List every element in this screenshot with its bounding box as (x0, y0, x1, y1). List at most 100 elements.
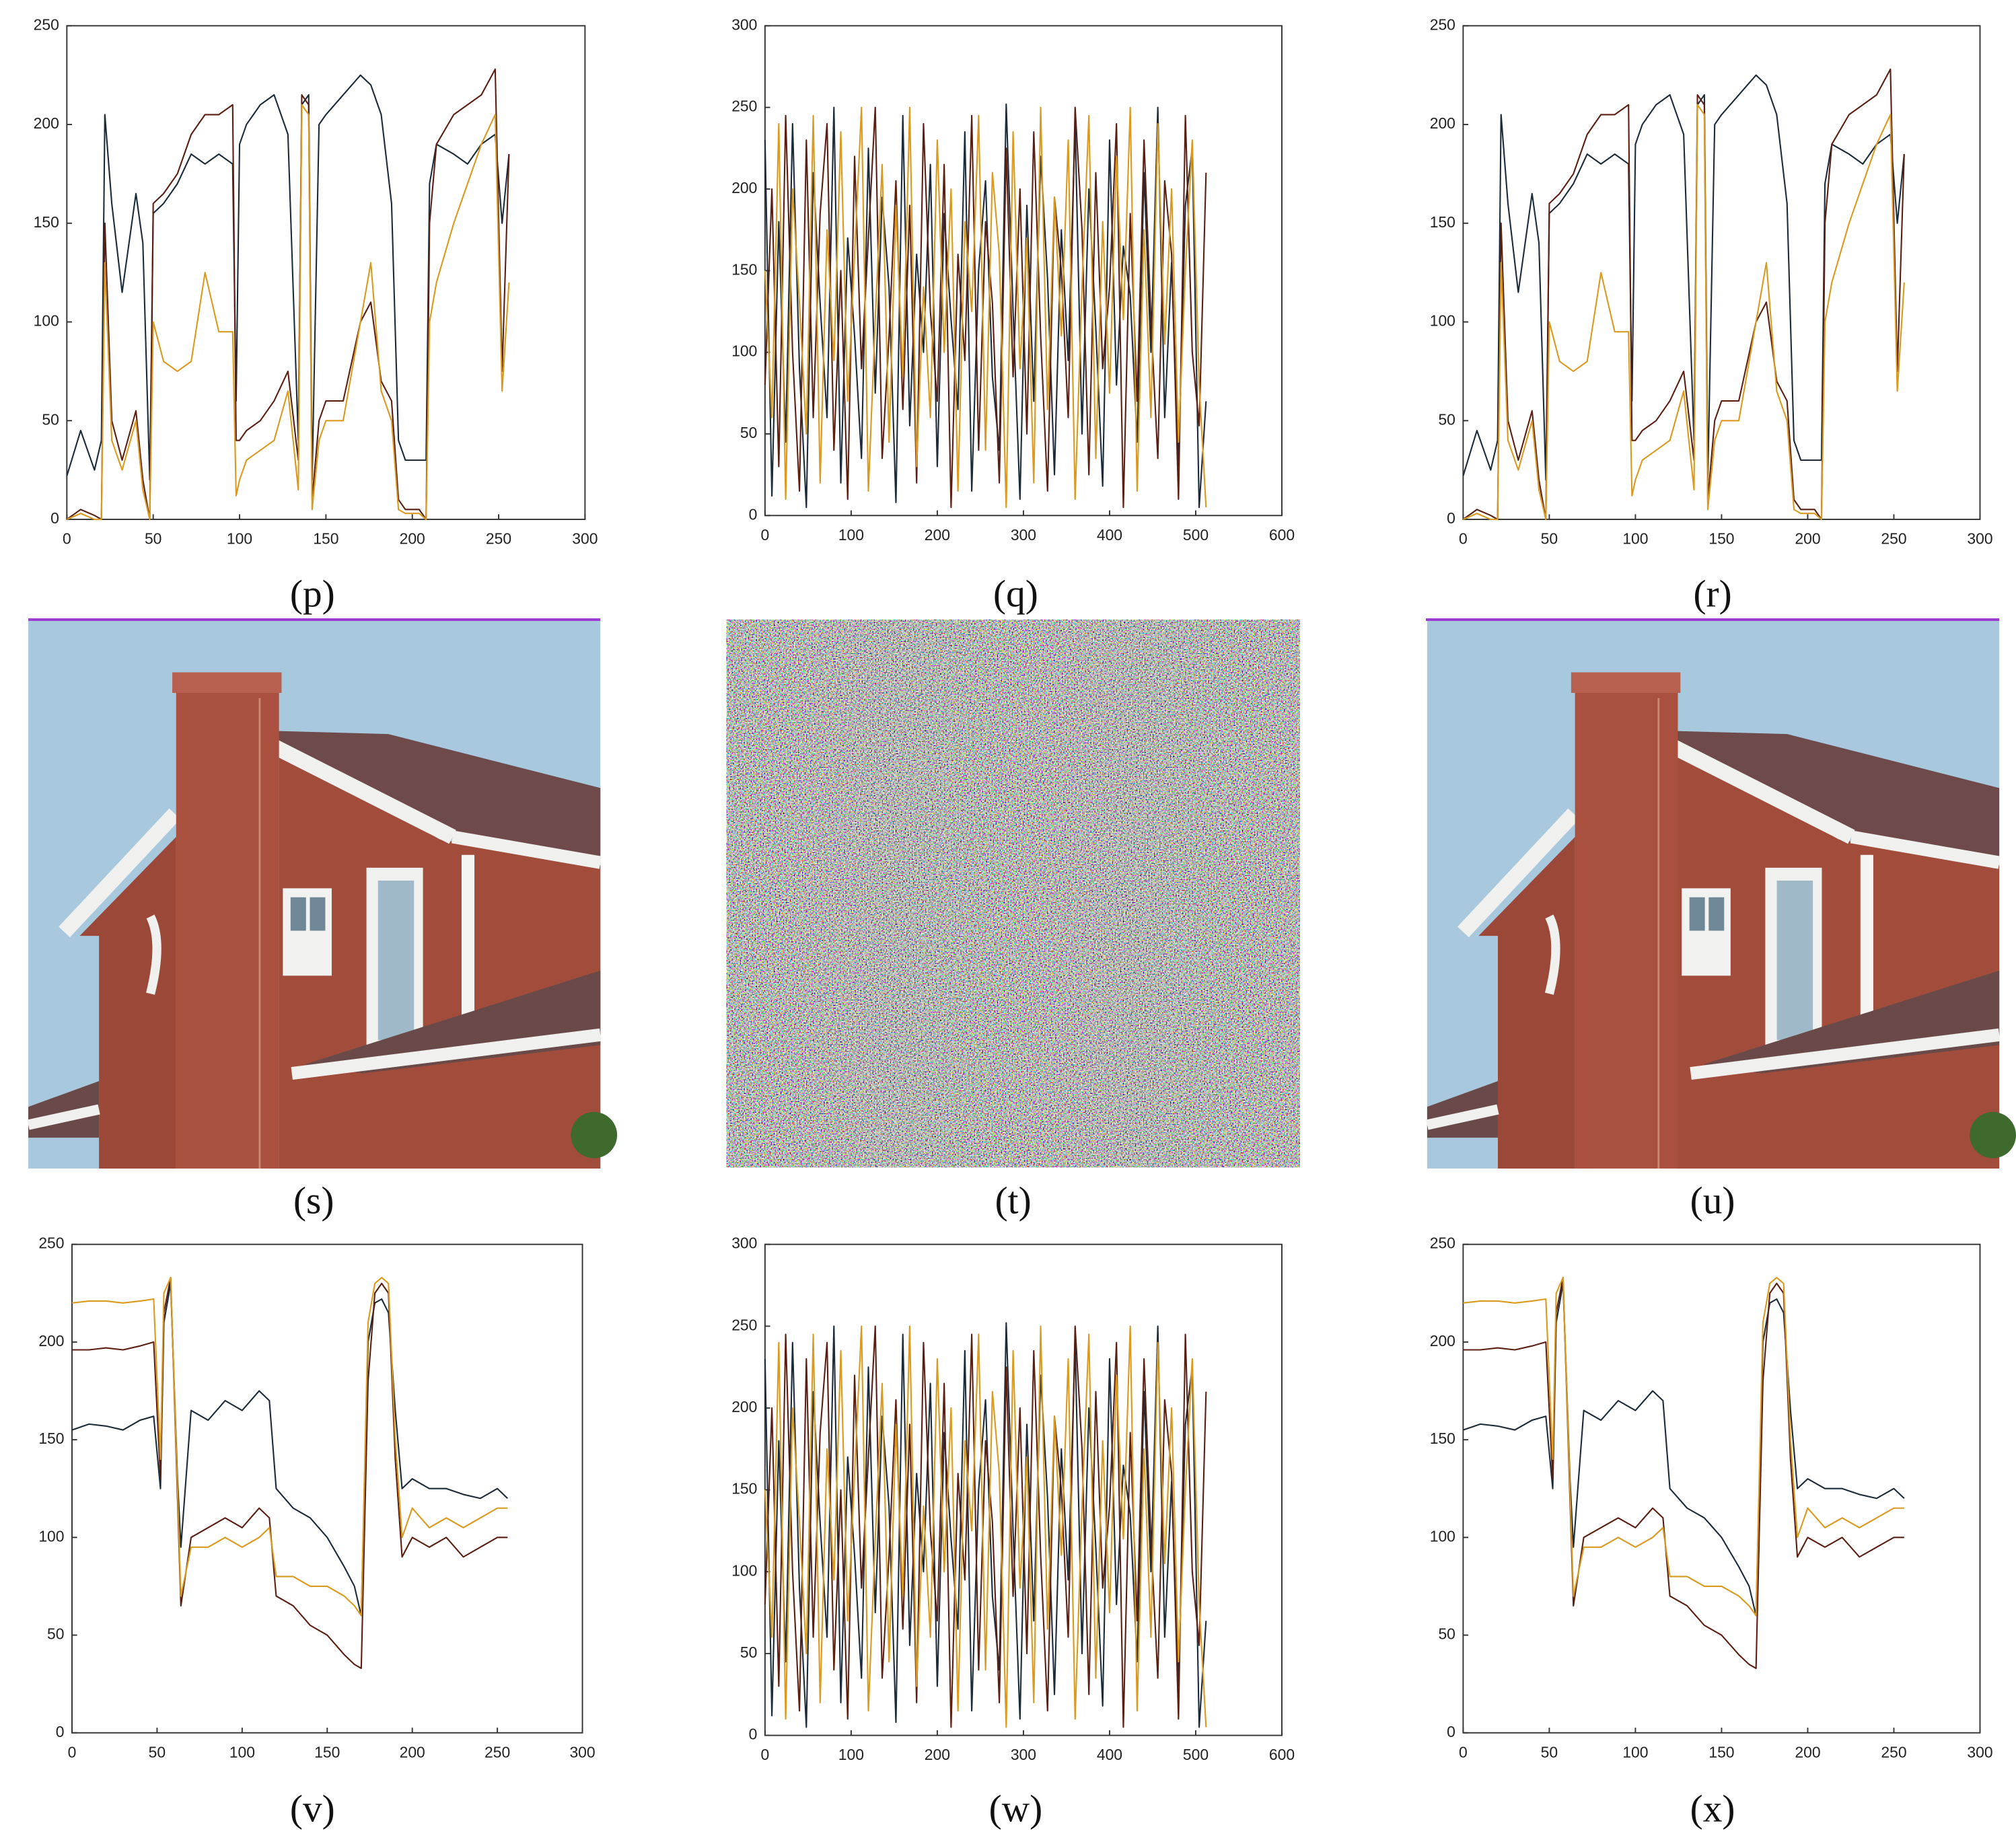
x-tick-label: 300 (569, 1743, 595, 1761)
y-tick-label: 150 (1430, 1430, 1455, 1447)
y-tick-label: 0 (749, 505, 758, 523)
y-tick-label: 50 (740, 1644, 757, 1661)
x-tick-label: 500 (1183, 526, 1209, 544)
y-tick-label: 300 (731, 1234, 757, 1252)
y-tick-label: 50 (42, 410, 59, 428)
data-line (764, 1322, 1207, 1728)
x-tick-label: 150 (1708, 530, 1734, 548)
x-tick-label: 200 (925, 1746, 950, 1763)
y-tick-label: 300 (731, 15, 757, 33)
y-tick-label: 100 (1430, 1527, 1455, 1545)
x-tick-label: 500 (1183, 1746, 1209, 1763)
image-caption: (t) (995, 1180, 1032, 1222)
x-tick-label: 600 (1269, 526, 1295, 544)
y-tick-label: 100 (1430, 312, 1455, 330)
data-line (66, 68, 510, 521)
y-tick-label: 200 (731, 179, 757, 196)
x-tick-label: 200 (400, 1743, 425, 1761)
x-tick-label: 50 (149, 1743, 166, 1761)
x-tick-label: 0 (1459, 1743, 1468, 1761)
x-tick-label: 300 (1967, 1743, 1992, 1761)
x-tick-label: 100 (227, 530, 252, 548)
y-tick-label: 250 (1430, 15, 1455, 33)
x-tick-label: 0 (761, 1746, 770, 1763)
y-tick-label: 100 (731, 1561, 757, 1579)
y-tick-label: 50 (1438, 1625, 1455, 1643)
x-tick-label: 250 (484, 1743, 510, 1761)
y-tick-label: 0 (50, 509, 59, 527)
x-tick-label: 150 (313, 530, 338, 548)
y-tick-label: 0 (749, 1726, 758, 1743)
image-caption: (u) (1690, 1180, 1735, 1222)
x-tick-label: 300 (1967, 530, 1992, 548)
data-line (1463, 1277, 1904, 1617)
image-caption: (s) (293, 1180, 334, 1222)
x-tick-label: 400 (1097, 526, 1122, 544)
y-tick-label: 150 (731, 1480, 757, 1498)
chart-caption: (q) (993, 573, 1038, 616)
x-tick-label: 150 (1708, 1743, 1734, 1761)
chart-caption: (r) (1693, 573, 1731, 616)
y-tick-label: 200 (1430, 1332, 1455, 1350)
data-line (71, 1282, 509, 1617)
encrypted-image (726, 620, 1300, 1168)
y-tick-label: 150 (731, 260, 757, 278)
y-tick-label: 150 (1430, 213, 1455, 231)
plot-area (1462, 1243, 1981, 1734)
house-image (1427, 621, 2016, 1169)
x-tick-label: 100 (229, 1743, 255, 1761)
x-tick-label: 50 (145, 530, 161, 548)
chart-caption: (p) (290, 573, 335, 616)
data-line (72, 1277, 508, 1669)
x-tick-label: 300 (572, 530, 598, 548)
y-tick-label: 0 (1447, 1723, 1455, 1740)
x-tick-label: 200 (400, 530, 425, 548)
house-image (28, 621, 617, 1169)
x-tick-label: 100 (838, 1746, 864, 1763)
y-tick-label: 50 (740, 424, 757, 441)
y-tick-label: 150 (34, 213, 59, 231)
y-tick-label: 200 (34, 114, 59, 132)
data-line (1462, 68, 1905, 521)
x-tick-label: 200 (1795, 1743, 1820, 1761)
y-tick-label: 250 (731, 1316, 757, 1333)
x-tick-label: 100 (1622, 530, 1648, 548)
y-tick-label: 200 (38, 1332, 64, 1350)
x-tick-label: 0 (68, 1743, 77, 1761)
y-tick-label: 200 (731, 1398, 757, 1415)
x-tick-label: 150 (314, 1743, 340, 1761)
y-tick-label: 250 (38, 1234, 64, 1252)
y-tick-label: 50 (47, 1625, 64, 1643)
chart-caption: (w) (989, 1787, 1043, 1830)
x-tick-label: 300 (1011, 1746, 1036, 1763)
x-tick-label: 0 (63, 530, 71, 548)
x-tick-label: 600 (1269, 1746, 1295, 1763)
x-tick-label: 300 (1011, 526, 1036, 544)
y-tick-label: 100 (731, 342, 757, 360)
y-tick-label: 250 (1430, 1234, 1455, 1252)
data-line (764, 1325, 1207, 1728)
data-line (764, 106, 1207, 509)
y-tick-label: 200 (1430, 114, 1455, 132)
x-tick-label: 0 (761, 526, 770, 544)
data-line (1463, 1282, 1905, 1617)
x-tick-label: 250 (486, 530, 511, 548)
x-tick-label: 200 (1795, 530, 1820, 548)
x-tick-label: 250 (1881, 1743, 1906, 1761)
y-tick-label: 0 (56, 1723, 65, 1740)
data-line (66, 104, 510, 521)
chart-caption: (x) (1690, 1787, 1735, 1830)
data-line (764, 106, 1207, 509)
data-line (1462, 104, 1905, 521)
plot-area (66, 25, 586, 520)
x-tick-label: 50 (1541, 530, 1558, 548)
y-tick-label: 150 (38, 1430, 64, 1447)
x-tick-label: 100 (1622, 1743, 1648, 1761)
y-tick-label: 250 (731, 98, 757, 115)
chart-caption: (v) (290, 1787, 335, 1830)
data-line (764, 103, 1207, 509)
plot-area (1462, 25, 1981, 520)
y-tick-label: 50 (1438, 410, 1455, 428)
x-tick-label: 200 (925, 526, 950, 544)
